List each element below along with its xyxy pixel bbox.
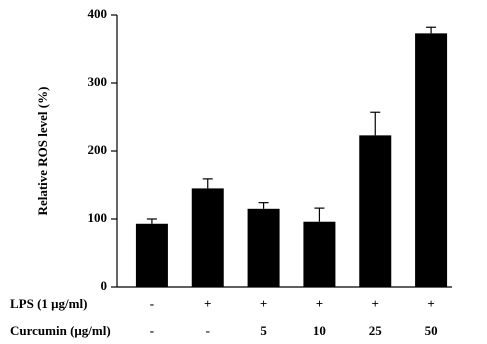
treatment-value: - bbox=[150, 296, 154, 311]
y-tick-label: 400 bbox=[88, 6, 108, 21]
bar bbox=[247, 208, 280, 287]
treatment-value: + bbox=[372, 296, 379, 311]
treatment-value: 10 bbox=[313, 323, 326, 338]
bar bbox=[415, 33, 448, 287]
treatment-value: - bbox=[206, 323, 210, 338]
treatment-value: 50 bbox=[425, 323, 438, 338]
treatment-label: Curcumin (μg/ml) bbox=[10, 323, 111, 338]
bar bbox=[191, 188, 224, 287]
error-bar bbox=[370, 111, 381, 136]
treatment-value: + bbox=[427, 296, 434, 311]
error-bar bbox=[202, 178, 213, 189]
y-tick-label: 100 bbox=[88, 210, 108, 225]
bar bbox=[135, 223, 168, 287]
treatment-value: - bbox=[150, 323, 154, 338]
y-tick-label: 0 bbox=[101, 278, 108, 293]
y-tick-label: 300 bbox=[88, 74, 108, 89]
y-axis-label: Relative ROS level (%) bbox=[35, 87, 50, 216]
treatment-value: 25 bbox=[369, 323, 383, 338]
treatment-value: + bbox=[204, 296, 211, 311]
treatment-label: LPS (1 μg/ml) bbox=[10, 296, 87, 311]
bar bbox=[359, 135, 392, 287]
error-bar bbox=[258, 202, 269, 209]
error-bar bbox=[146, 218, 157, 224]
treatment-value: + bbox=[316, 296, 323, 311]
error-bar bbox=[314, 207, 325, 222]
treatment-value: 5 bbox=[260, 323, 267, 338]
y-tick-label: 200 bbox=[88, 142, 108, 157]
treatment-value: + bbox=[260, 296, 267, 311]
bar bbox=[303, 221, 336, 287]
error-bar bbox=[426, 26, 437, 34]
